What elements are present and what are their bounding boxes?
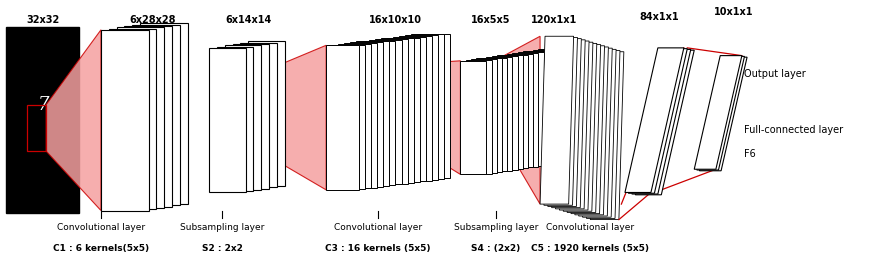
- Bar: [533, 50, 559, 164]
- Bar: [492, 56, 518, 170]
- Polygon shape: [629, 49, 687, 193]
- Bar: [241, 43, 276, 187]
- Polygon shape: [587, 51, 620, 218]
- Polygon shape: [632, 49, 691, 194]
- Bar: [140, 23, 187, 204]
- Bar: [209, 48, 246, 192]
- Polygon shape: [548, 39, 582, 206]
- Polygon shape: [46, 30, 101, 211]
- Text: 84x1x1: 84x1x1: [640, 12, 679, 22]
- Bar: [363, 41, 395, 185]
- Polygon shape: [348, 61, 460, 174]
- Polygon shape: [694, 56, 742, 169]
- Bar: [338, 44, 371, 188]
- Bar: [249, 41, 284, 186]
- Polygon shape: [697, 56, 745, 170]
- Bar: [332, 45, 365, 189]
- Polygon shape: [582, 49, 617, 217]
- Bar: [393, 37, 426, 181]
- Bar: [405, 35, 438, 180]
- Text: S4 : (2x2): S4 : (2x2): [471, 244, 521, 253]
- Polygon shape: [579, 48, 612, 216]
- Bar: [471, 59, 497, 173]
- Bar: [417, 34, 450, 178]
- Text: F6: F6: [745, 149, 756, 159]
- Bar: [460, 61, 487, 174]
- Text: 6x28x28: 6x28x28: [130, 15, 176, 25]
- Polygon shape: [544, 37, 577, 205]
- Bar: [125, 26, 172, 207]
- Text: Subsampling layer: Subsampling layer: [180, 223, 264, 233]
- Bar: [337, 69, 348, 105]
- Text: Convolutional layer: Convolutional layer: [57, 223, 145, 233]
- Text: C1 : 6 kernels(5x5): C1 : 6 kernels(5x5): [53, 244, 149, 253]
- Bar: [233, 44, 269, 189]
- Polygon shape: [234, 45, 326, 190]
- Polygon shape: [560, 42, 593, 210]
- Text: 16x10x10: 16x10x10: [369, 15, 422, 25]
- Bar: [497, 55, 522, 169]
- Polygon shape: [567, 45, 601, 212]
- Text: C5 : 1920 kernels (5x5): C5 : 1920 kernels (5x5): [531, 244, 650, 253]
- Bar: [27, 105, 46, 151]
- Text: C3 : 16 kernels (5x5): C3 : 16 kernels (5x5): [325, 244, 431, 253]
- Bar: [487, 57, 513, 170]
- Bar: [225, 45, 262, 190]
- Polygon shape: [699, 57, 747, 171]
- Bar: [344, 43, 378, 188]
- Text: Convolutional layer: Convolutional layer: [546, 223, 634, 233]
- Bar: [381, 38, 413, 183]
- Polygon shape: [478, 36, 540, 204]
- Text: Convolutional layer: Convolutional layer: [334, 223, 422, 233]
- Text: Full-connected layer: Full-connected layer: [745, 126, 843, 135]
- Text: Subsampling layer: Subsampling layer: [453, 223, 538, 233]
- Bar: [522, 51, 548, 165]
- Bar: [221, 84, 234, 136]
- Text: 32x32: 32x32: [26, 15, 59, 25]
- Bar: [375, 39, 407, 184]
- Bar: [387, 38, 419, 182]
- Polygon shape: [590, 52, 623, 220]
- Bar: [351, 42, 384, 187]
- Bar: [411, 34, 444, 179]
- Polygon shape: [540, 36, 574, 204]
- Bar: [513, 53, 538, 167]
- Text: S2 : 2x2: S2 : 2x2: [201, 244, 242, 253]
- Polygon shape: [571, 46, 604, 213]
- Bar: [469, 70, 478, 98]
- Bar: [6, 27, 79, 213]
- Bar: [502, 55, 528, 168]
- Bar: [117, 27, 164, 208]
- Text: 120x1x1: 120x1x1: [531, 15, 577, 25]
- Text: 7: 7: [38, 96, 50, 114]
- Bar: [481, 58, 508, 171]
- Polygon shape: [575, 47, 609, 215]
- Bar: [357, 41, 390, 186]
- Polygon shape: [563, 43, 596, 211]
- Bar: [101, 30, 148, 211]
- Bar: [518, 52, 543, 166]
- Bar: [528, 51, 554, 164]
- Polygon shape: [625, 48, 684, 192]
- Text: Output layer: Output layer: [745, 69, 807, 79]
- Bar: [369, 40, 401, 185]
- Bar: [217, 46, 254, 191]
- Bar: [476, 58, 502, 172]
- Polygon shape: [552, 40, 585, 208]
- Bar: [399, 36, 432, 181]
- Polygon shape: [636, 50, 694, 195]
- Bar: [466, 60, 492, 174]
- Text: 16x5x5: 16x5x5: [471, 15, 510, 25]
- Text: 6x14x14: 6x14x14: [225, 15, 271, 25]
- Bar: [326, 45, 359, 190]
- Polygon shape: [555, 41, 589, 209]
- Bar: [109, 28, 156, 209]
- Bar: [538, 49, 564, 163]
- Text: 10x1x1: 10x1x1: [713, 7, 753, 17]
- Bar: [508, 54, 533, 167]
- Bar: [133, 25, 180, 205]
